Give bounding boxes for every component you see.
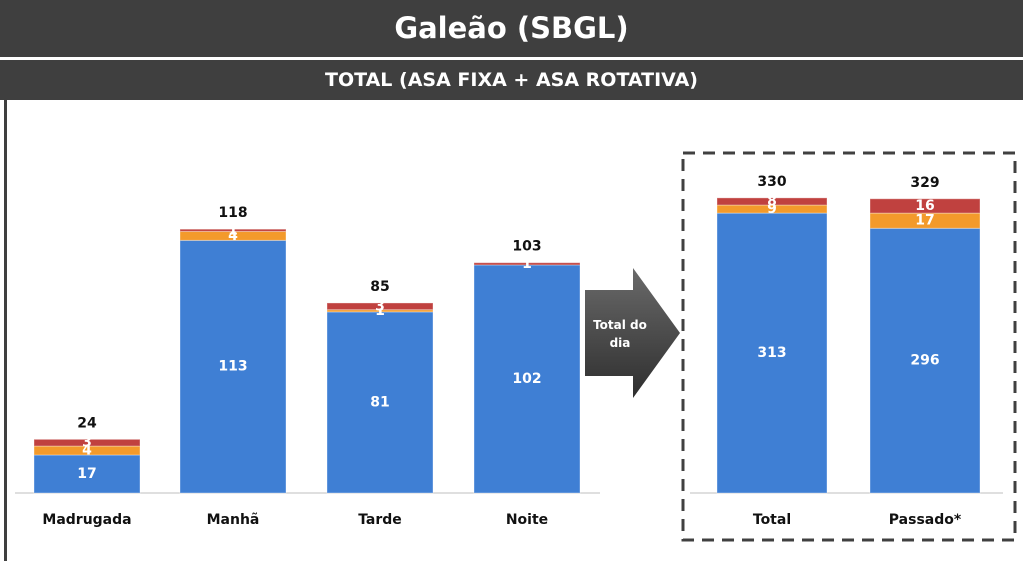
value-label: 16 [915, 198, 934, 214]
value-label: 8 [767, 193, 777, 209]
value-label: 4 [82, 443, 92, 459]
bar-segment [179, 239, 287, 494]
value-label: 1 [228, 222, 238, 238]
left-border [4, 100, 7, 561]
dashed-box [681, 151, 1017, 542]
bar-segment [179, 228, 287, 232]
value-label: 17 [915, 213, 934, 229]
bar-segment [33, 438, 141, 447]
x-tick-label: Madrugada [42, 512, 131, 528]
total-label: 85 [370, 279, 389, 295]
total-label: 103 [512, 239, 541, 255]
x-tick-label: Manhã [207, 512, 260, 528]
value-label: 113 [218, 359, 247, 375]
value-label: 296 [910, 353, 939, 369]
value-label: 1 [522, 256, 532, 272]
value-label: 3 [375, 298, 385, 314]
bar-segment [326, 309, 434, 313]
title: Galeão (SBGL) [0, 0, 1023, 57]
value-label: 4 [228, 228, 238, 244]
subtitle: TOTAL (ASA FIXA + ASA ROTATIVA) [0, 60, 1023, 100]
x-tick-label: Noite [506, 512, 548, 528]
value-label: 9 [767, 201, 777, 217]
total-label: 24 [77, 415, 97, 431]
chart: 174324Madrugada11341118Manhã811385Tarde1… [4, 100, 1017, 561]
total-label: 329 [910, 175, 939, 191]
value-label: 3 [82, 435, 92, 451]
bar-segment [33, 454, 141, 494]
x-tick-label: Tarde [358, 512, 402, 528]
value-label: 1 [375, 303, 385, 319]
bar-segment [326, 311, 434, 494]
x-tick-label: Total [753, 512, 791, 528]
value-label: 313 [757, 345, 786, 361]
bar-segment [326, 302, 434, 311]
bar-segment [473, 262, 581, 266]
arrow-label: Total do dia [593, 318, 647, 350]
value-label: 81 [370, 394, 389, 410]
total-label: 330 [757, 174, 786, 190]
arrow [585, 268, 680, 398]
bar-segment [716, 197, 828, 206]
bar-segment [473, 264, 581, 494]
value-label: 17 [77, 466, 96, 482]
x-tick-label: Passado* [889, 512, 962, 528]
total-label: 118 [218, 205, 247, 221]
value-label: 102 [512, 371, 541, 387]
bar-segment [869, 198, 981, 214]
